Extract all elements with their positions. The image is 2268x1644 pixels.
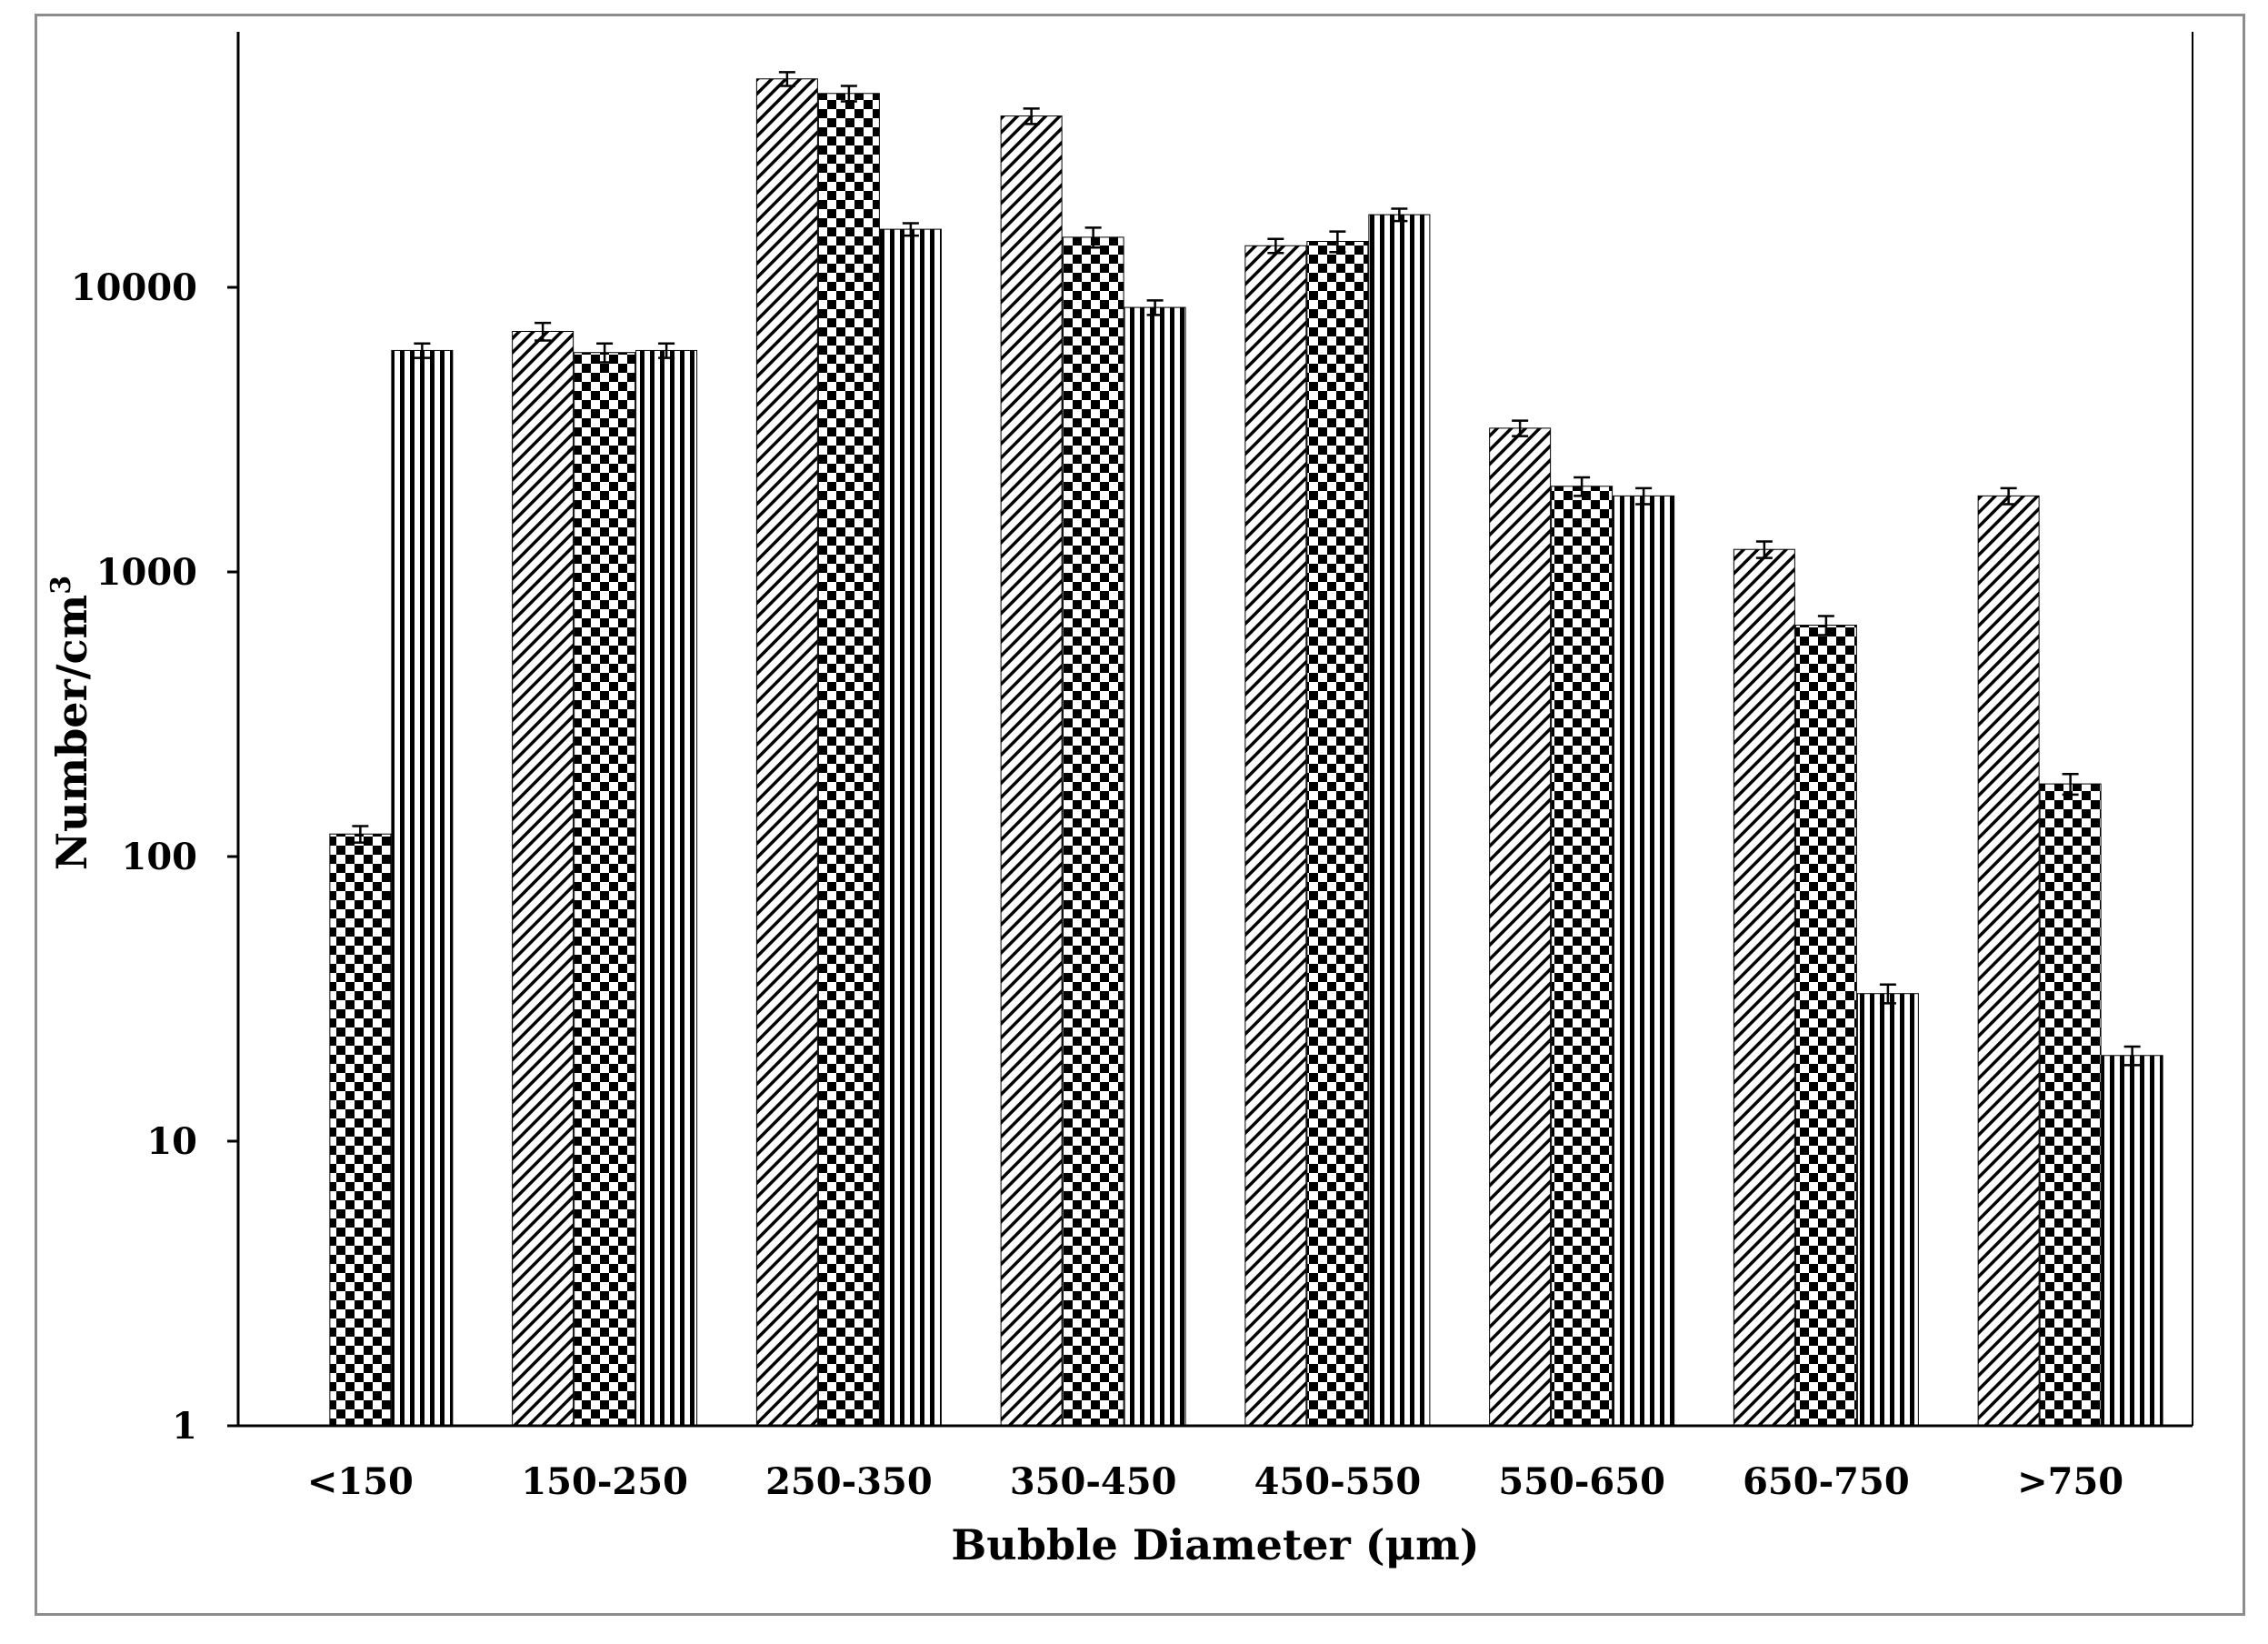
bar-checker-7 xyxy=(2039,783,2102,1427)
bar-diagonal-3 xyxy=(1000,115,1063,1427)
bar-checker-2 xyxy=(817,93,880,1427)
y-tick-label: 1 xyxy=(172,1405,197,1448)
bar-checker-4 xyxy=(1306,240,1369,1427)
x-tick-label: 450-550 xyxy=(1254,1460,1422,1503)
error-bar-checker-5 xyxy=(1574,476,1591,497)
bar-checker-1 xyxy=(574,352,636,1427)
error-bar-checker-0 xyxy=(352,825,369,844)
error-bar-diagonal-5 xyxy=(1512,419,1529,437)
error-bar-diagonal-7 xyxy=(2000,486,2017,506)
bar-checker-5 xyxy=(1551,486,1614,1427)
x-tick-label: >750 xyxy=(2017,1460,2123,1503)
x-tick-label: 350-450 xyxy=(1010,1460,1177,1503)
y-tick-label: 10 xyxy=(146,1120,197,1163)
x-ticks-layer: <150 150-250 250-350 350-450 450-550 550-650 6… xyxy=(307,1460,2123,1503)
error-bar-checker-7 xyxy=(2062,772,2079,797)
chart-frame xyxy=(35,14,2245,1616)
error-bar-checker-4 xyxy=(1329,230,1346,254)
bar-stripe-2 xyxy=(879,228,942,1427)
y-tick-label: 10000 xyxy=(71,266,197,309)
bars-layer xyxy=(329,78,2163,1427)
bar-diagonal-1 xyxy=(512,330,574,1427)
x-tick-label: 550-650 xyxy=(1498,1460,1665,1503)
error-bar-diagonal-3 xyxy=(1023,107,1040,125)
error-bar-diagonal-4 xyxy=(1267,237,1284,255)
error-bar-stripe-2 xyxy=(902,222,919,237)
error-bar-diagonal-6 xyxy=(1755,540,1773,559)
y-ticks-layer: 1 10 100 1000 10000 xyxy=(71,266,238,1448)
error-bar-checker-2 xyxy=(840,85,857,103)
error-bar-diagonal-1 xyxy=(535,321,552,342)
y-tick-label: 100 xyxy=(122,836,198,878)
bar-diagonal-2 xyxy=(755,78,818,1427)
error-bar-checker-3 xyxy=(1084,226,1102,249)
y-axis-title: Number/cm3 xyxy=(45,576,96,870)
y-axis-title-superscript: 3 xyxy=(45,576,77,595)
error-bar-stripe-6 xyxy=(1879,983,1896,1005)
error-bar-stripe-5 xyxy=(1635,486,1653,506)
bar-stripe-0 xyxy=(391,349,454,1427)
bar-diagonal-5 xyxy=(1489,427,1552,1427)
bar-checker-0 xyxy=(329,833,392,1427)
error-bar-stripe-4 xyxy=(1391,207,1408,223)
error-bars-layer xyxy=(352,71,2141,1067)
error-bar-stripe-3 xyxy=(1146,299,1164,316)
bar-stripe-7 xyxy=(2101,1055,2163,1427)
bar-stripe-3 xyxy=(1124,306,1186,1427)
error-bar-checker-1 xyxy=(596,342,614,364)
error-bar-stripe-7 xyxy=(2123,1045,2141,1067)
bar-stripe-5 xyxy=(1613,495,1675,1427)
bar-stripe-1 xyxy=(635,349,698,1427)
x-axis-title: Bubble Diameter (μm) xyxy=(951,1520,1479,1569)
x-tick-label: <150 xyxy=(307,1460,414,1503)
bar-stripe-6 xyxy=(1856,993,1919,1427)
bar-diagonal-7 xyxy=(1977,495,2040,1427)
bar-diagonal-6 xyxy=(1733,548,1795,1427)
x-tick-label: 650-750 xyxy=(1743,1460,1910,1503)
y-axis-title-main: Number/cm xyxy=(47,595,96,870)
x-tick-label: 150-250 xyxy=(521,1460,688,1503)
error-bar-diagonal-2 xyxy=(778,71,795,87)
error-bar-checker-6 xyxy=(1817,615,1834,637)
error-bar-stripe-1 xyxy=(658,342,675,359)
x-tick-label: 250-350 xyxy=(765,1460,933,1503)
bar-checker-6 xyxy=(1794,625,1857,1427)
bar-stripe-4 xyxy=(1368,214,1431,1427)
y-tick-label: 1000 xyxy=(96,551,197,594)
bar-checker-3 xyxy=(1062,236,1124,1427)
bar-diagonal-4 xyxy=(1244,245,1307,1427)
error-bar-stripe-0 xyxy=(414,342,431,359)
